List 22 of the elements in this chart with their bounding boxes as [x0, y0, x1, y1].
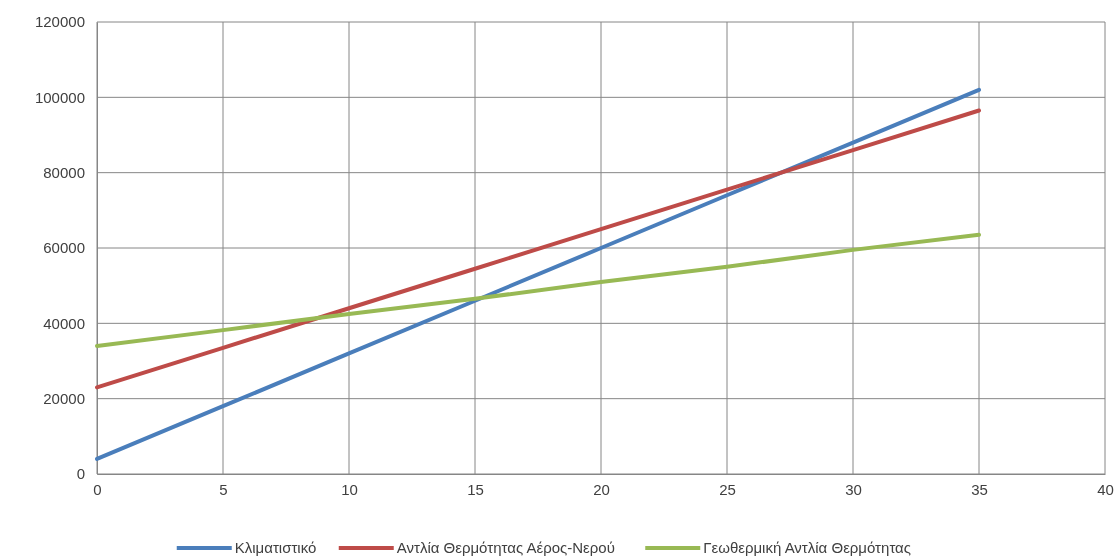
legend-label: Αντλία Θερμότητας Αέρος-Νερού [396, 539, 615, 557]
y-tick-label: 100000 [34, 88, 85, 106]
x-tick-label: 0 [93, 480, 102, 498]
legend-label: Γεωθερμική Αντλία Θερμότητας [703, 539, 912, 557]
y-tick-label: 80000 [43, 163, 85, 181]
x-tick-label: 30 [845, 480, 862, 498]
legend-label: Κλιματιστικό [234, 539, 317, 557]
y-tick-label: 60000 [43, 239, 85, 257]
line-series [95, 232, 981, 348]
x-tick-label: 10 [341, 480, 358, 498]
y-tick-label: 40000 [43, 314, 85, 332]
x-tick-label: 25 [719, 480, 736, 498]
line-series [95, 108, 981, 390]
x-tick-label: 35 [971, 480, 988, 498]
x-tick-label: 40 [1097, 480, 1114, 498]
x-tick-label: 15 [467, 480, 484, 498]
y-tick-label: 0 [76, 465, 85, 483]
y-tick-label: 20000 [43, 389, 85, 407]
y-tick-label: 120000 [34, 13, 85, 31]
x-tick-label: 5 [219, 480, 228, 498]
line-series [95, 87, 981, 461]
x-tick-label: 20 [593, 480, 610, 498]
